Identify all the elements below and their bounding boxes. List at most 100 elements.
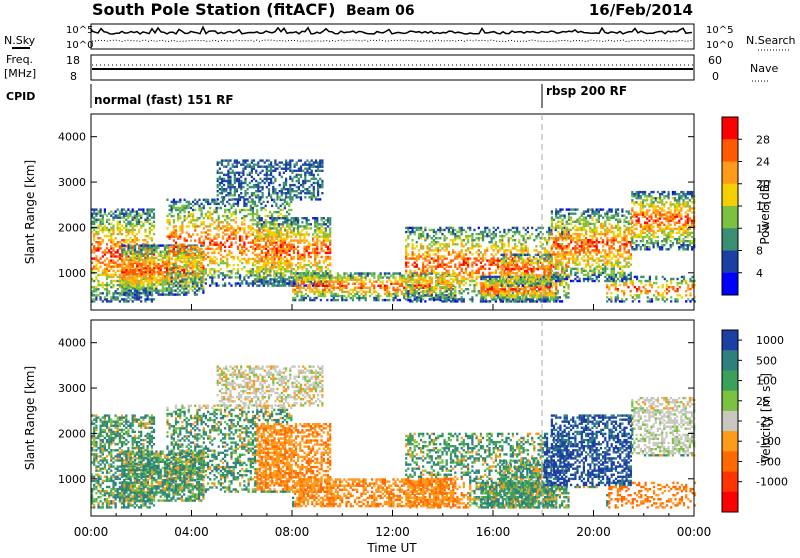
power-cell bbox=[264, 166, 266, 168]
power-cell bbox=[377, 274, 379, 276]
power-cell bbox=[284, 217, 286, 219]
power-cell bbox=[465, 262, 467, 264]
power-cell bbox=[102, 229, 104, 231]
power-cell bbox=[433, 239, 435, 241]
power-cell bbox=[259, 274, 261, 276]
power-cell bbox=[439, 249, 441, 251]
power-cell bbox=[97, 243, 99, 245]
power-cell bbox=[192, 252, 194, 254]
power-cell bbox=[399, 274, 401, 276]
power-cell bbox=[307, 295, 309, 297]
power-cell bbox=[426, 233, 428, 235]
power-cell bbox=[166, 265, 168, 267]
power-cell bbox=[144, 235, 146, 237]
power-cell bbox=[129, 210, 131, 212]
power-cell bbox=[125, 257, 127, 259]
power-cell bbox=[318, 289, 320, 291]
power-cell bbox=[169, 219, 171, 221]
power-cell bbox=[429, 272, 431, 274]
power-cell bbox=[277, 215, 279, 217]
power-cell bbox=[160, 277, 162, 279]
power-cell bbox=[384, 299, 386, 301]
power-cell bbox=[302, 190, 304, 192]
power-cell bbox=[110, 266, 112, 268]
power-cell bbox=[305, 289, 307, 291]
power-cell bbox=[435, 268, 437, 270]
power-cell bbox=[218, 270, 220, 272]
power-cell bbox=[326, 281, 328, 283]
power-cell bbox=[239, 227, 241, 229]
power-cell bbox=[100, 237, 102, 239]
power-cell bbox=[288, 203, 290, 205]
power-cell bbox=[100, 213, 102, 215]
power-cell bbox=[102, 215, 104, 217]
power-cell bbox=[164, 289, 166, 291]
power-cell bbox=[236, 178, 238, 180]
power-cell bbox=[251, 170, 253, 172]
power-cell bbox=[350, 279, 352, 281]
power-cell bbox=[323, 250, 325, 252]
power-cell bbox=[285, 194, 287, 196]
power-cell bbox=[278, 256, 280, 258]
power-cell bbox=[306, 225, 308, 227]
power-cell bbox=[106, 278, 108, 280]
power-cell bbox=[329, 227, 331, 229]
power-cell bbox=[271, 217, 273, 219]
power-cell bbox=[171, 272, 173, 274]
power-cell bbox=[313, 293, 315, 295]
power-cell bbox=[213, 282, 215, 284]
power-cell bbox=[397, 272, 399, 274]
power-cell bbox=[104, 264, 106, 266]
power-cell bbox=[259, 217, 261, 219]
power-cell bbox=[478, 259, 480, 261]
power-cell bbox=[140, 292, 142, 294]
power-cell bbox=[422, 290, 424, 292]
power-cell bbox=[382, 287, 384, 289]
power-cell bbox=[395, 293, 397, 295]
power-cell bbox=[435, 253, 437, 255]
power-cell bbox=[121, 275, 123, 277]
power-cell bbox=[252, 211, 254, 213]
power-cell bbox=[308, 227, 310, 229]
power-cell bbox=[392, 272, 394, 274]
power-cell bbox=[403, 287, 405, 289]
power-cell bbox=[418, 268, 420, 270]
power-cell bbox=[473, 272, 475, 274]
power-cell bbox=[186, 272, 188, 274]
power-cell bbox=[327, 221, 329, 223]
power-cell bbox=[247, 198, 249, 200]
power-cell bbox=[350, 274, 352, 276]
power-cell bbox=[226, 221, 228, 223]
power-cell bbox=[444, 282, 446, 284]
power-cell bbox=[339, 295, 341, 297]
power-cell bbox=[286, 254, 288, 256]
power-cell bbox=[257, 188, 259, 190]
power-cell bbox=[184, 284, 186, 286]
power-cell bbox=[179, 265, 181, 267]
power-cell bbox=[97, 237, 99, 239]
power-cell bbox=[224, 211, 226, 213]
power-cell bbox=[110, 227, 112, 229]
power-cell bbox=[149, 262, 151, 264]
power-cell bbox=[356, 287, 358, 289]
power-cell bbox=[250, 258, 252, 260]
power-cell bbox=[140, 265, 142, 267]
power-cell bbox=[252, 252, 254, 254]
power-cell bbox=[102, 227, 104, 229]
power-cell bbox=[134, 244, 136, 246]
power-cell bbox=[348, 279, 350, 281]
power-cell bbox=[239, 244, 241, 246]
power-cell bbox=[291, 198, 293, 200]
power-cell bbox=[125, 289, 127, 291]
power-cell bbox=[274, 168, 276, 170]
power-cell bbox=[149, 275, 151, 277]
power-cell bbox=[229, 194, 231, 196]
power-cell bbox=[469, 284, 471, 286]
power-cell bbox=[140, 269, 142, 271]
power-cell bbox=[286, 258, 288, 260]
power-cell bbox=[217, 194, 219, 196]
power-cell bbox=[259, 244, 261, 246]
power-cell bbox=[132, 239, 134, 241]
power-cell bbox=[190, 267, 192, 269]
power-cell bbox=[264, 182, 266, 184]
